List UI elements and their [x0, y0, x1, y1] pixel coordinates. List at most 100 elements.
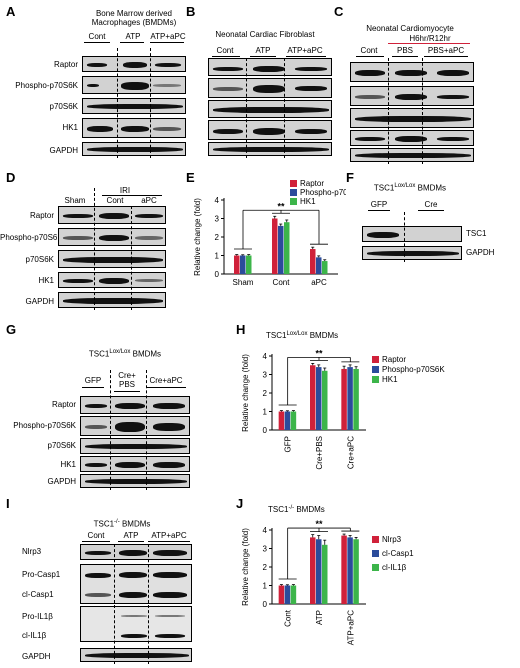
y-tick-label: 3 — [263, 545, 268, 554]
legend-entry: Nlrp3 — [382, 535, 402, 544]
panel-label-c: C — [334, 4, 344, 19]
panel-label-j: J — [236, 496, 244, 511]
group-label: PBS+aPC — [427, 46, 465, 55]
group-label: Cont — [87, 531, 105, 540]
bar — [322, 544, 328, 604]
bar — [284, 222, 290, 274]
bar — [322, 261, 328, 274]
row-label: p70S6K — [25, 255, 54, 264]
blot-strip — [350, 148, 474, 162]
blot-strip — [80, 416, 190, 436]
group-label: aPC — [141, 196, 157, 205]
bar — [278, 585, 285, 604]
blot-strip — [58, 206, 166, 224]
group-label: ATP — [255, 46, 271, 55]
row-label: GAPDH — [49, 146, 78, 155]
legend-entry: Phospho-p70S6K — [382, 365, 445, 374]
panel-f-title: TSC1Lox/Lox BMDMs — [373, 183, 447, 193]
bar — [341, 535, 347, 604]
legend-swatch — [372, 564, 379, 571]
legend-swatch — [290, 189, 297, 196]
panel-a-title: Bone Marrow derived Macrophages (BMDMs) — [91, 9, 177, 27]
bar — [347, 367, 353, 430]
legend-swatch — [372, 550, 379, 557]
row-label: Raptor — [51, 400, 76, 409]
blot-strip — [80, 564, 192, 604]
legend-entry: cl-IL1β — [382, 563, 407, 572]
bar — [240, 255, 246, 274]
y-tick-label: 0 — [263, 426, 268, 435]
group-label: Sham — [64, 196, 86, 205]
blot-strip — [80, 544, 192, 560]
group-super-label: IRI — [119, 186, 131, 195]
bar — [316, 539, 322, 604]
bar — [347, 537, 353, 604]
blot-strip — [350, 62, 474, 82]
group-label: GFP — [370, 200, 388, 209]
blot-strip — [58, 272, 166, 288]
y-tick-label: 4 — [263, 352, 268, 361]
row-label: GAPDH — [466, 248, 495, 257]
panel-label-h: H — [236, 322, 246, 337]
group-label: GFP — [84, 376, 102, 385]
group-label: ATP — [123, 531, 139, 540]
y-tick-label: 4 — [263, 526, 268, 535]
y-tick-label: 1 — [263, 408, 268, 417]
blot-strip — [80, 474, 190, 488]
bar — [310, 365, 316, 430]
row-label: GAPDH — [25, 297, 54, 306]
y-axis-label: Relative change (fold) — [241, 354, 250, 432]
blot-strip — [208, 120, 332, 140]
row-label: p70S6K — [49, 102, 78, 111]
row-label: Phospho-p70S6K — [15, 81, 78, 90]
y-tick-label: 1 — [215, 252, 220, 261]
group-label: Cont — [106, 196, 124, 205]
legend-swatch — [290, 198, 297, 205]
panel-label-a: A — [6, 4, 16, 19]
panel-label-i: I — [6, 496, 10, 511]
blot-strip — [82, 118, 186, 138]
row-label: Pro-Casp1 — [22, 570, 61, 579]
blot-strip — [350, 108, 474, 128]
row-label: Nlrp3 — [22, 547, 42, 556]
panel-b-title: Neonatal Cardiac Fibroblast — [215, 30, 315, 39]
row-label: Phospho-p70S6K — [13, 421, 76, 430]
group-label: Cre — [424, 200, 438, 209]
bar — [290, 411, 297, 430]
row-label: Raptor — [29, 211, 54, 220]
panel-i-title: TSC1-/- BMDMs — [93, 519, 151, 529]
bar — [316, 367, 322, 430]
row-label: TSC1 — [466, 229, 487, 238]
group-label: ATP+aPC — [151, 531, 187, 540]
blot-strip — [82, 76, 186, 94]
blot-strip — [80, 438, 190, 454]
legend-swatch — [372, 356, 379, 363]
x-tick-label: aPC — [311, 278, 327, 287]
y-tick-label: 3 — [263, 371, 268, 380]
legend-entry: HK1 — [300, 197, 316, 206]
blot-strip — [82, 98, 186, 114]
blot-strip — [80, 648, 192, 662]
y-tick-label: 2 — [263, 563, 268, 572]
y-tick-label: 1 — [263, 582, 268, 591]
bar — [310, 249, 316, 274]
x-tick-label: ATP — [315, 610, 324, 625]
legend-swatch — [290, 180, 297, 187]
bar — [246, 255, 252, 274]
row-label: cl-IL1β — [22, 631, 47, 640]
y-tick-label: 0 — [215, 270, 220, 279]
chart-title: TSC1Lox/Lox BMDMs — [266, 331, 338, 340]
y-tick-label: 0 — [263, 600, 268, 609]
legend-swatch — [372, 536, 379, 543]
legend-entry: Phospho-p70S6K — [300, 188, 346, 197]
row-label: Pro-IL1β — [22, 612, 53, 621]
blot-strip — [58, 228, 166, 246]
x-tick-label: Cre+PBS — [315, 436, 324, 470]
legend-swatch — [372, 376, 379, 383]
row-label: cl-Casp1 — [22, 590, 54, 599]
group-label: ATP+aPC — [287, 46, 323, 55]
bar — [284, 585, 291, 604]
significance-annotation: ** — [315, 519, 323, 529]
blot-strip — [362, 226, 462, 242]
blot-strip — [208, 142, 332, 156]
